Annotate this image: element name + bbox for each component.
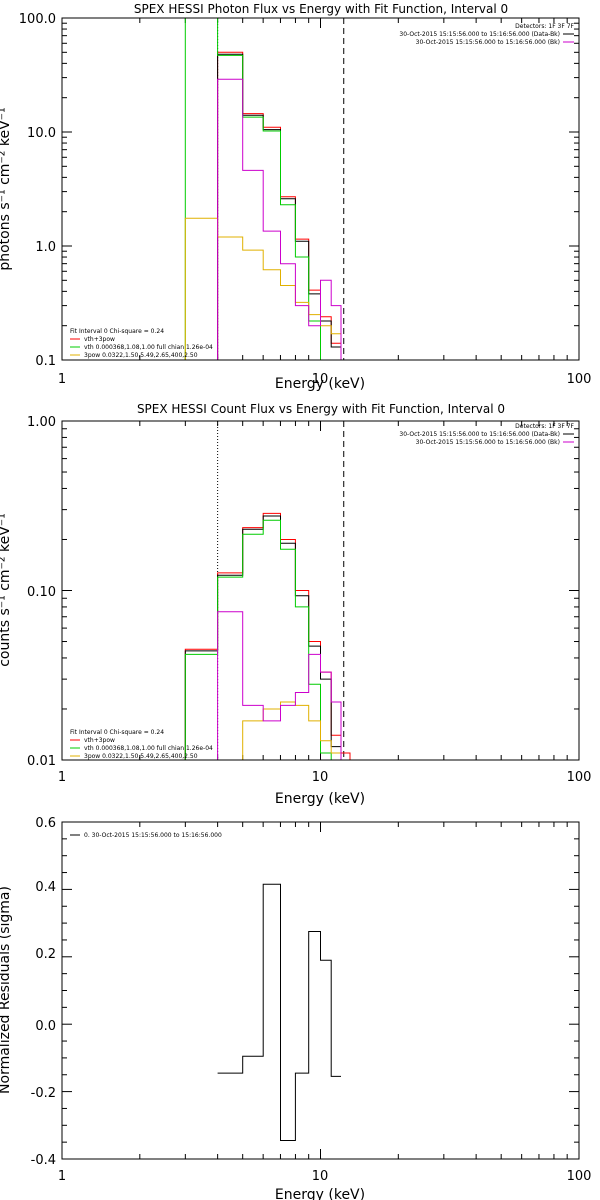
residuals-series-0-step-line <box>217 883 341 1141</box>
residuals-x-axis-label: Energy (keV) <box>275 1187 365 1200</box>
residuals-panel: 0. 30-Oct-2015 15:15:56.000 to 15:16:56.… <box>0 816 591 1200</box>
photon-flux-y-tick-0p1: 0.1 <box>35 354 56 369</box>
photon-flux-legend-3: 3pow 0.0322,1.50,5.49,2.65,400,2.50 <box>84 352 198 359</box>
count-flux-plot-area <box>61 420 580 761</box>
count-flux-y-tick-0p01: 0.01 <box>27 754 56 769</box>
photon-flux-detectors-label: Detectors: 1F 3F 7F <box>515 23 574 30</box>
count-flux-series-0-step-line <box>184 512 351 760</box>
photon-flux-y-axis-label: photons s⁻¹ cm⁻² keV⁻¹ <box>0 107 13 270</box>
count-flux-x-tick-1: 1 <box>58 770 66 785</box>
photon-flux-bk-interval-label: 30-Oct-2015 15:15:56.000 to 15:16:56.000… <box>416 39 560 46</box>
photon-flux-fit-label: Fit Interval 0 Chi-square = 0.24 <box>70 328 164 335</box>
photon-flux-x-tick-100: 100 <box>567 372 592 387</box>
photon-flux-series-1-step-line <box>217 53 342 360</box>
residuals-y-tick-0p6: 0.6 <box>35 816 56 831</box>
count-flux-y-axis-label: counts s⁻¹ cm⁻² keV⁻¹ <box>0 513 13 667</box>
residuals-y-tick-m0p4: -0.4 <box>31 1153 56 1168</box>
photon-flux-panel: SPEX HESSI Photon Flux vs Energy with Fi… <box>0 2 591 392</box>
residuals-y-tick-m0p2: -0.2 <box>31 1086 56 1101</box>
count-flux-bk-interval-label: 30-Oct-2015 15:15:56.000 to 15:16:56.000… <box>416 439 560 446</box>
residuals-frame <box>61 821 580 1160</box>
photon-flux-x-tick-10: 10 <box>312 372 329 387</box>
photon-flux-frame <box>61 17 580 361</box>
photon-flux-legend-2: vth 0.000368,1.08,1.00 full chian 1.26e-… <box>84 344 213 351</box>
residuals-legend-label: 0. 30-Oct-2015 15:15:56.000 to 15:16:56.… <box>84 832 222 839</box>
residuals-x-tick-100: 100 <box>567 1169 592 1184</box>
count-flux-x-tick-100: 100 <box>567 770 592 785</box>
count-flux-series-4-step-line <box>217 611 350 761</box>
count-flux-y-tick-0p1: 0.10 <box>27 585 56 600</box>
count-flux-legend-2: vth 0.000368,1.08,1.00 full chian 1.26e-… <box>84 745 213 752</box>
photon-flux-x-tick-1: 1 <box>58 372 66 387</box>
photon-flux-y-tick-10: 10.0 <box>27 126 56 141</box>
count-flux-fit-label: Fit Interval 0 Chi-square = 0.24 <box>70 729 164 736</box>
photon-flux-plot-area <box>61 17 580 361</box>
photon-flux-series-2-step-line <box>184 17 341 361</box>
photon-flux-x-axis-label: Energy (keV) <box>275 376 365 392</box>
count-flux-legend-3: 3pow 0.0322,1.50,5.49,2.65,400,2.50 <box>84 753 198 760</box>
count-flux-legend-1: vth+3pow <box>84 737 115 744</box>
residuals-x-tick-1: 1 <box>58 1169 66 1184</box>
photon-flux-legend-1: vth+3pow <box>84 336 115 343</box>
photon-flux-y-tick-1: 1.0 <box>35 240 56 255</box>
residuals-y-tick-0p2: 0.2 <box>35 947 56 962</box>
count-flux-frame <box>61 420 580 761</box>
residuals-y-axis-label: Normalized Residuals (sigma) <box>0 886 13 1094</box>
photon-flux-series-0-step-line <box>217 51 342 360</box>
count-flux-series-2-step-line <box>184 519 350 761</box>
count-flux-series-1-step-line <box>184 515 350 761</box>
residuals-plot-area <box>61 821 580 1160</box>
photon-flux-title: SPEX HESSI Photon Flux vs Energy with Fi… <box>134 2 508 16</box>
photon-flux-series-4-step-line <box>217 78 342 360</box>
photon-flux-data-interval-label: 30-Oct-2015 15:15:56.000 to 15:16:56.000… <box>399 31 560 38</box>
count-flux-panel: SPEX HESSI Count Flux vs Energy with Fit… <box>0 402 591 807</box>
residuals-y-tick-0p4: 0.4 <box>35 880 56 895</box>
count-flux-y-tick-1: 1.00 <box>27 415 56 430</box>
residuals-x-tick-10: 10 <box>312 1169 329 1184</box>
count-flux-title: SPEX HESSI Count Flux vs Energy with Fit… <box>137 402 505 416</box>
count-flux-data-interval-label: 30-Oct-2015 15:15:56.000 to 15:16:56.000… <box>399 431 560 438</box>
count-flux-x-axis-label: Energy (keV) <box>275 791 365 807</box>
photon-flux-y-tick-100: 100.0 <box>19 12 56 27</box>
residuals-y-tick-0: 0.0 <box>35 1019 56 1034</box>
count-flux-detectors-label: Detectors: 1F 3F 7F <box>515 423 574 430</box>
count-flux-x-tick-10: 10 <box>312 770 329 785</box>
photon-flux-series-3-step-line <box>184 217 342 360</box>
